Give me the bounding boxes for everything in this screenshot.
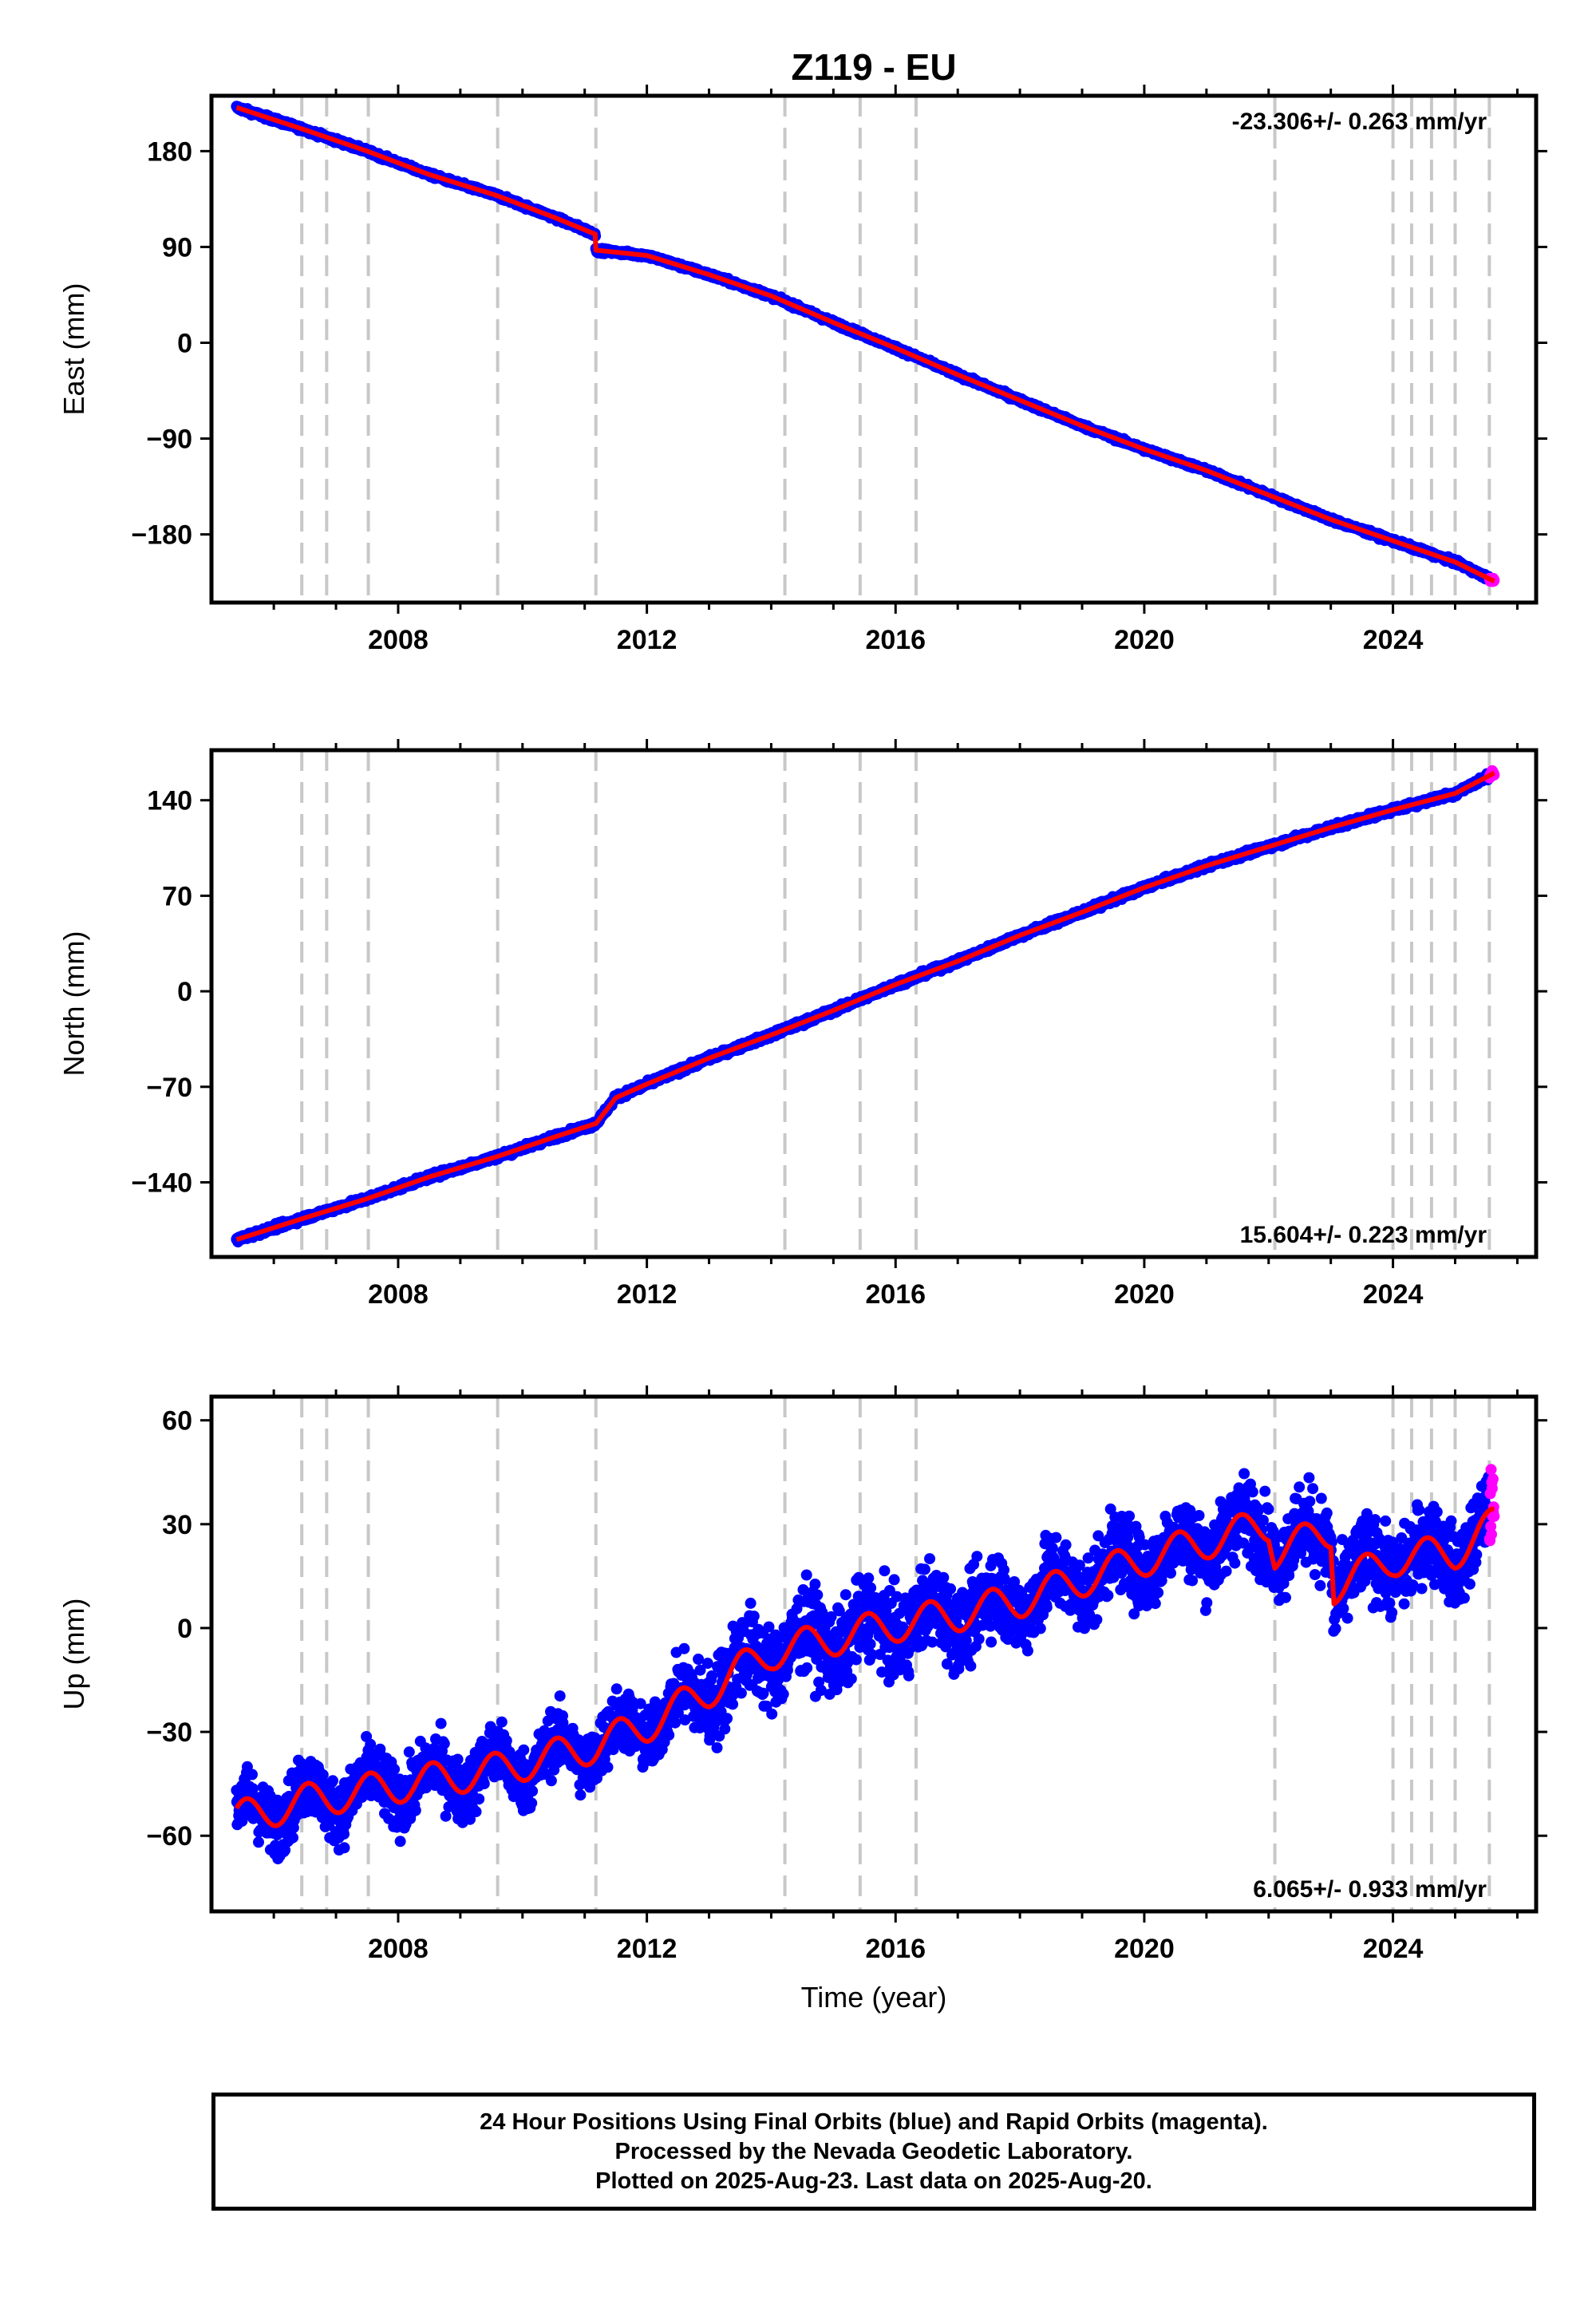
x-tick-label: 2024 [1363,625,1424,655]
x-tick-label: 2016 [865,625,926,655]
y-tick-label: 180 [147,136,192,167]
y-tick-label: 90 [162,232,192,263]
y-tick-label: −180 [131,520,192,551]
east-y-axis-label: East (mm) [57,283,90,416]
east-panel: 2008 2012 2016 2020 2024 180 90 0 −90 −180 East (m… [57,85,1547,655]
x-tick-label: 2012 [617,625,678,655]
y-tick-label: 0 [177,328,192,358]
chart-title: Z119 - EU [791,46,956,88]
x-tick-label: 2008 [368,625,429,655]
x-tick-label: 2020 [1114,625,1175,655]
y-tick-label: −90 [146,425,192,455]
east-rate-label: -23.306+/- 0.263 mm/yr [1232,109,1487,135]
